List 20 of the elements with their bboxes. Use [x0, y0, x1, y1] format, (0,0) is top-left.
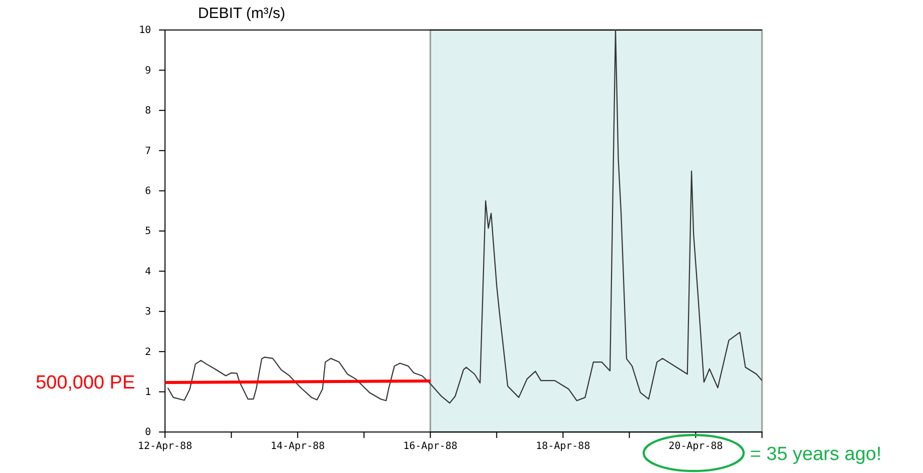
- y-tick-label: 0: [144, 427, 151, 438]
- y-tick-label: 10: [138, 25, 151, 36]
- line-series: [167, 29, 763, 404]
- y-tick-label: 2: [144, 346, 151, 358]
- x-tick-label: 16-Apr-88: [403, 441, 458, 452]
- x-tick-label: 14-Apr-88: [270, 441, 325, 452]
- y-tick-label: 9: [144, 65, 151, 76]
- y-tick-label: 4: [144, 266, 151, 278]
- y-tick-label: 5: [144, 226, 151, 238]
- y-axis-title: DEBIT (m³/s): [198, 5, 286, 22]
- x-tick-label: 18-Apr-88: [536, 441, 590, 452]
- y-tick-label: 3: [144, 306, 151, 318]
- x-tick-label: 12-Apr-88: [138, 441, 192, 452]
- x-tick-label: 20-Apr-88: [668, 441, 723, 452]
- y-tick-label: 6: [144, 186, 151, 197]
- y-tick-label: 7: [144, 146, 151, 157]
- series-label: 500,000 PE: [36, 372, 135, 394]
- y-tick-label: 8: [144, 106, 151, 117]
- text: = 35 years ago!: [750, 444, 882, 465]
- y-tick-label: 1: [144, 387, 151, 398]
